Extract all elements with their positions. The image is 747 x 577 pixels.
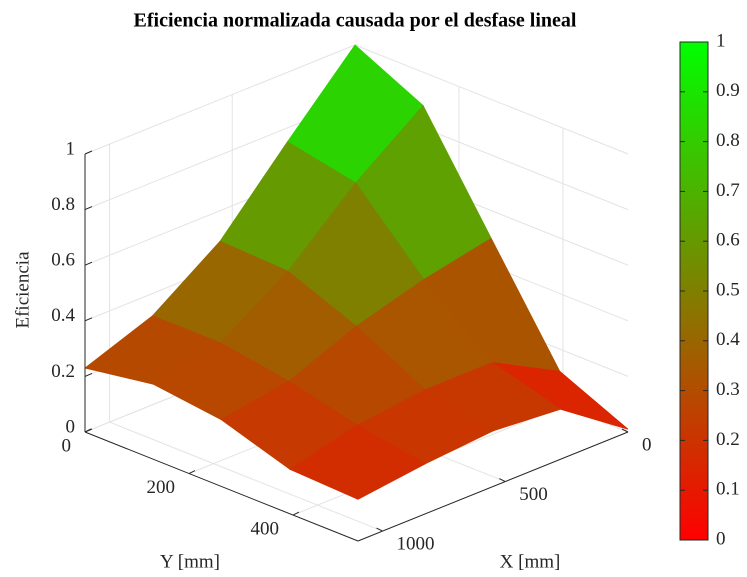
z-tick-label: 1: [66, 138, 76, 159]
z-tick-label: 0.2: [51, 361, 75, 382]
colorbar-tick-label: 0.3: [716, 379, 740, 400]
z-tick: [84, 372, 93, 377]
axes: [84, 150, 629, 542]
z-tick: [84, 261, 93, 266]
colorbar-tick-label: 0.8: [716, 130, 740, 151]
x-tick-label: 1000: [397, 533, 435, 554]
y-axis-line: [84, 431, 359, 542]
x-axis-label: X [mm]: [500, 551, 561, 572]
x-tick-label: 500: [519, 484, 548, 505]
y-tick: [292, 511, 300, 516]
z-tick: [84, 206, 93, 211]
colorbar-tick-label: 0.1: [716, 479, 740, 500]
y-tick: [188, 470, 196, 474]
colorbar-tick-label: 0.2: [716, 429, 740, 450]
colorbar-tick-label: 0: [716, 528, 726, 549]
y-tick-label: 400: [251, 518, 280, 539]
colorbar-tick-label: 0.4: [716, 329, 740, 350]
y-tick: [84, 428, 92, 433]
z-tick-label: 0.4: [51, 305, 75, 326]
z-tick: [84, 317, 93, 322]
colorbar-tick-label: 0.7: [716, 180, 740, 201]
x-tick: [621, 428, 629, 433]
surface-patch: [289, 424, 427, 500]
colorbar-tick-label: 0.9: [716, 80, 740, 101]
y-tick-label: 200: [147, 477, 176, 498]
surface: [84, 44, 629, 500]
z-tick-label: 0.6: [51, 250, 75, 271]
grid-line: [84, 44, 356, 155]
colorbar-tick-label: 0.6: [716, 230, 740, 251]
grid-line: [354, 44, 629, 155]
y-tick-label: 0: [62, 435, 72, 456]
colorbar-tick-label: 1: [716, 30, 726, 51]
z-axis-label: Eficiencia: [12, 251, 33, 329]
z-tick: [84, 150, 93, 155]
x-tick: [376, 527, 383, 532]
x-axis-line: [357, 431, 629, 542]
grid-line: [109, 421, 383, 532]
z-tick-label: 0: [66, 416, 76, 437]
x-tick-label: 0: [642, 434, 652, 455]
z-tick-label: 0.8: [51, 194, 75, 215]
chart-title: Eficiencia normalizada causada por el de…: [134, 10, 577, 32]
x-tick: [499, 478, 506, 482]
y-axis-label: Y [mm]: [160, 551, 220, 572]
colorbar-tick-label: 0.5: [716, 279, 740, 300]
